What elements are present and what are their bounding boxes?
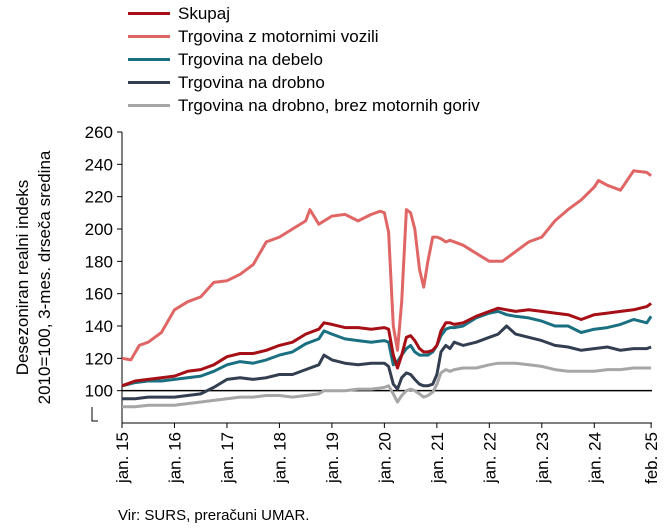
series-line-trgovina-z-motornimi-vozili xyxy=(121,169,653,362)
y-tick-label: 160 xyxy=(85,285,113,304)
series-line-trgovina-na-drobno xyxy=(122,324,652,401)
y-tick-label: 180 xyxy=(85,252,113,271)
legend-label: Trgovina na debelo xyxy=(178,49,323,69)
x-tick-label: jan. 16 xyxy=(165,432,184,484)
x-tick-label: jan. 17 xyxy=(218,432,237,484)
source-note: Vir: SURS, preračuni UMAR. xyxy=(118,507,310,524)
y-axis: 100 120 140 160 180 200 220 240 260 xyxy=(85,123,123,423)
x-tick-label: jan. 18 xyxy=(270,432,289,484)
y-tick-label: 200 xyxy=(85,220,113,239)
y-tick-label: 100 xyxy=(85,382,113,401)
x-axis: jan. 15 jan. 16 jan. 17 jan. 18 jan. 19 jan. … xyxy=(113,422,661,484)
legend-item: Trgovina z motornimi vozili xyxy=(128,25,480,48)
legend-item: Skupaj xyxy=(128,2,480,25)
x-tick-label: jan. 21 xyxy=(428,432,447,484)
series-lines xyxy=(121,169,653,409)
series-line-skupaj xyxy=(121,302,652,388)
x-tick-label: jan. 19 xyxy=(323,432,342,484)
legend-swatch xyxy=(128,58,170,61)
y-axis-title-line: Desezoniran realni indeks xyxy=(13,180,32,376)
x-tick-label: jan. 24 xyxy=(585,432,604,484)
legend-item: Trgovina na debelo xyxy=(128,48,480,71)
legend-item: Trgovina na drobno xyxy=(128,71,480,94)
x-tick-label: jan. 15 xyxy=(113,432,132,484)
legend-swatch xyxy=(128,12,170,15)
legend-swatch xyxy=(128,104,170,107)
legend-swatch xyxy=(128,81,170,84)
y-tick-label: 260 xyxy=(85,123,113,142)
y-tick-label: 120 xyxy=(85,349,113,368)
legend-item: Trgovina na drobno, brez motornih goriv xyxy=(128,94,480,117)
y-tick-label: 140 xyxy=(85,317,113,336)
x-tick-label: jan. 22 xyxy=(480,432,499,484)
y-tick-label: 240 xyxy=(85,155,113,174)
x-tick-label: feb. 25 xyxy=(642,432,661,484)
series-line-trgovina-na-debelo xyxy=(121,309,653,388)
legend-label: Skupaj xyxy=(178,3,230,23)
y-axis-title: Desezoniran realni indeks 2010=100, 3-mes… xyxy=(13,150,54,404)
legend-label: Trgovina z motornimi vozili xyxy=(178,26,379,46)
legend-label: Trgovina na drobno xyxy=(178,72,325,92)
x-tick-label: jan. 20 xyxy=(375,432,394,484)
legend-swatch xyxy=(128,35,170,38)
legend: Skupaj Trgovina z motornimi vozili Trgovin… xyxy=(128,2,480,117)
axis-break-mark xyxy=(91,407,98,422)
y-tick-label: 220 xyxy=(85,188,113,207)
legend-label: Trgovina na drobno, brez motornih goriv xyxy=(178,95,480,115)
y-axis-title-line: 2010=100, 3-mes. drseča sredina xyxy=(35,150,54,404)
series-line-trgovina-na-drobno-brez-motornih-goriv xyxy=(122,361,652,409)
x-tick-label: jan. 23 xyxy=(533,432,552,484)
